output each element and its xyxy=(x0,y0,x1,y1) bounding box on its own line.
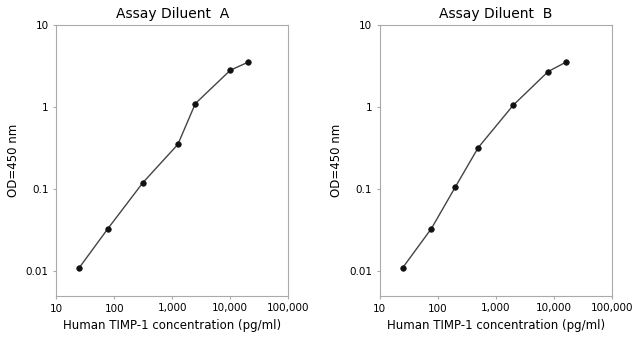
Y-axis label: OD=450 nm: OD=450 nm xyxy=(7,124,20,197)
Y-axis label: OD=450 nm: OD=450 nm xyxy=(330,124,344,197)
X-axis label: Human TIMP-1 concentration (pg/ml): Human TIMP-1 concentration (pg/ml) xyxy=(387,319,605,332)
Title: Assay Diluent  A: Assay Diluent A xyxy=(116,7,229,21)
Title: Assay Diluent  B: Assay Diluent B xyxy=(439,7,552,21)
X-axis label: Human TIMP-1 concentration (pg/ml): Human TIMP-1 concentration (pg/ml) xyxy=(63,319,282,332)
